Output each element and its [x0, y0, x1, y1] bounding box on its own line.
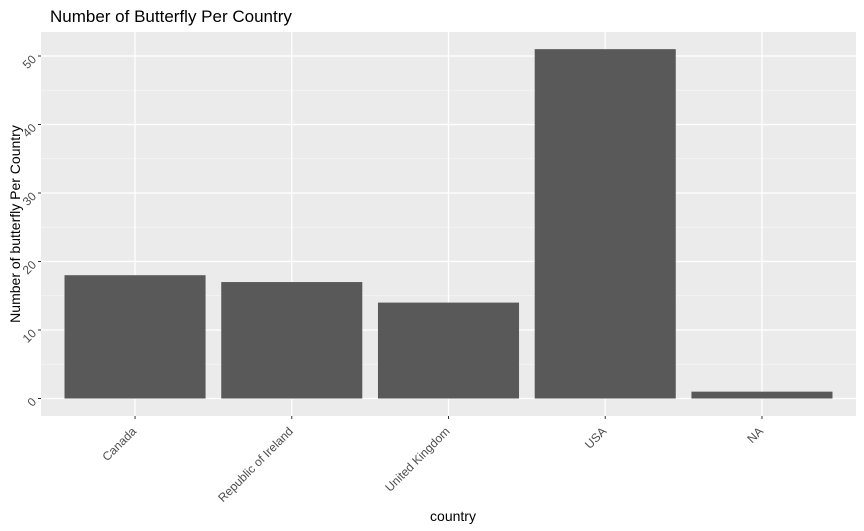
bars — [64, 49, 833, 399]
x-tick-label: NA — [744, 424, 766, 446]
x-tick-label: Republic of Ireland — [215, 424, 296, 505]
x-axis-ticks: Canada Republic of Ireland United Kingdom U… — [100, 416, 766, 505]
bar — [691, 391, 833, 399]
bar — [64, 275, 206, 399]
x-tick-label: Canada — [100, 424, 140, 464]
y-tick-label: 50 — [20, 52, 40, 72]
x-tick-label: United Kingdom — [382, 424, 452, 494]
bar — [221, 282, 363, 399]
chart-title: Number of Butterfly Per Country — [50, 7, 292, 26]
y-tick-label: 0 — [24, 395, 39, 410]
x-axis-title: country — [430, 508, 476, 524]
x-tick-label: USA — [582, 424, 609, 451]
y-tick-label: 10 — [20, 326, 40, 346]
bar — [377, 302, 520, 399]
bar — [534, 49, 676, 399]
y-axis-title: Number of butterfly Per Country — [7, 125, 23, 323]
